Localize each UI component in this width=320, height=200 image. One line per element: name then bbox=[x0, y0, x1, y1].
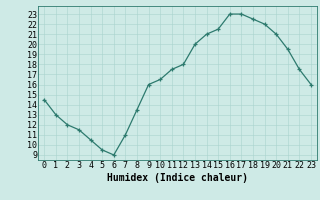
X-axis label: Humidex (Indice chaleur): Humidex (Indice chaleur) bbox=[107, 173, 248, 183]
